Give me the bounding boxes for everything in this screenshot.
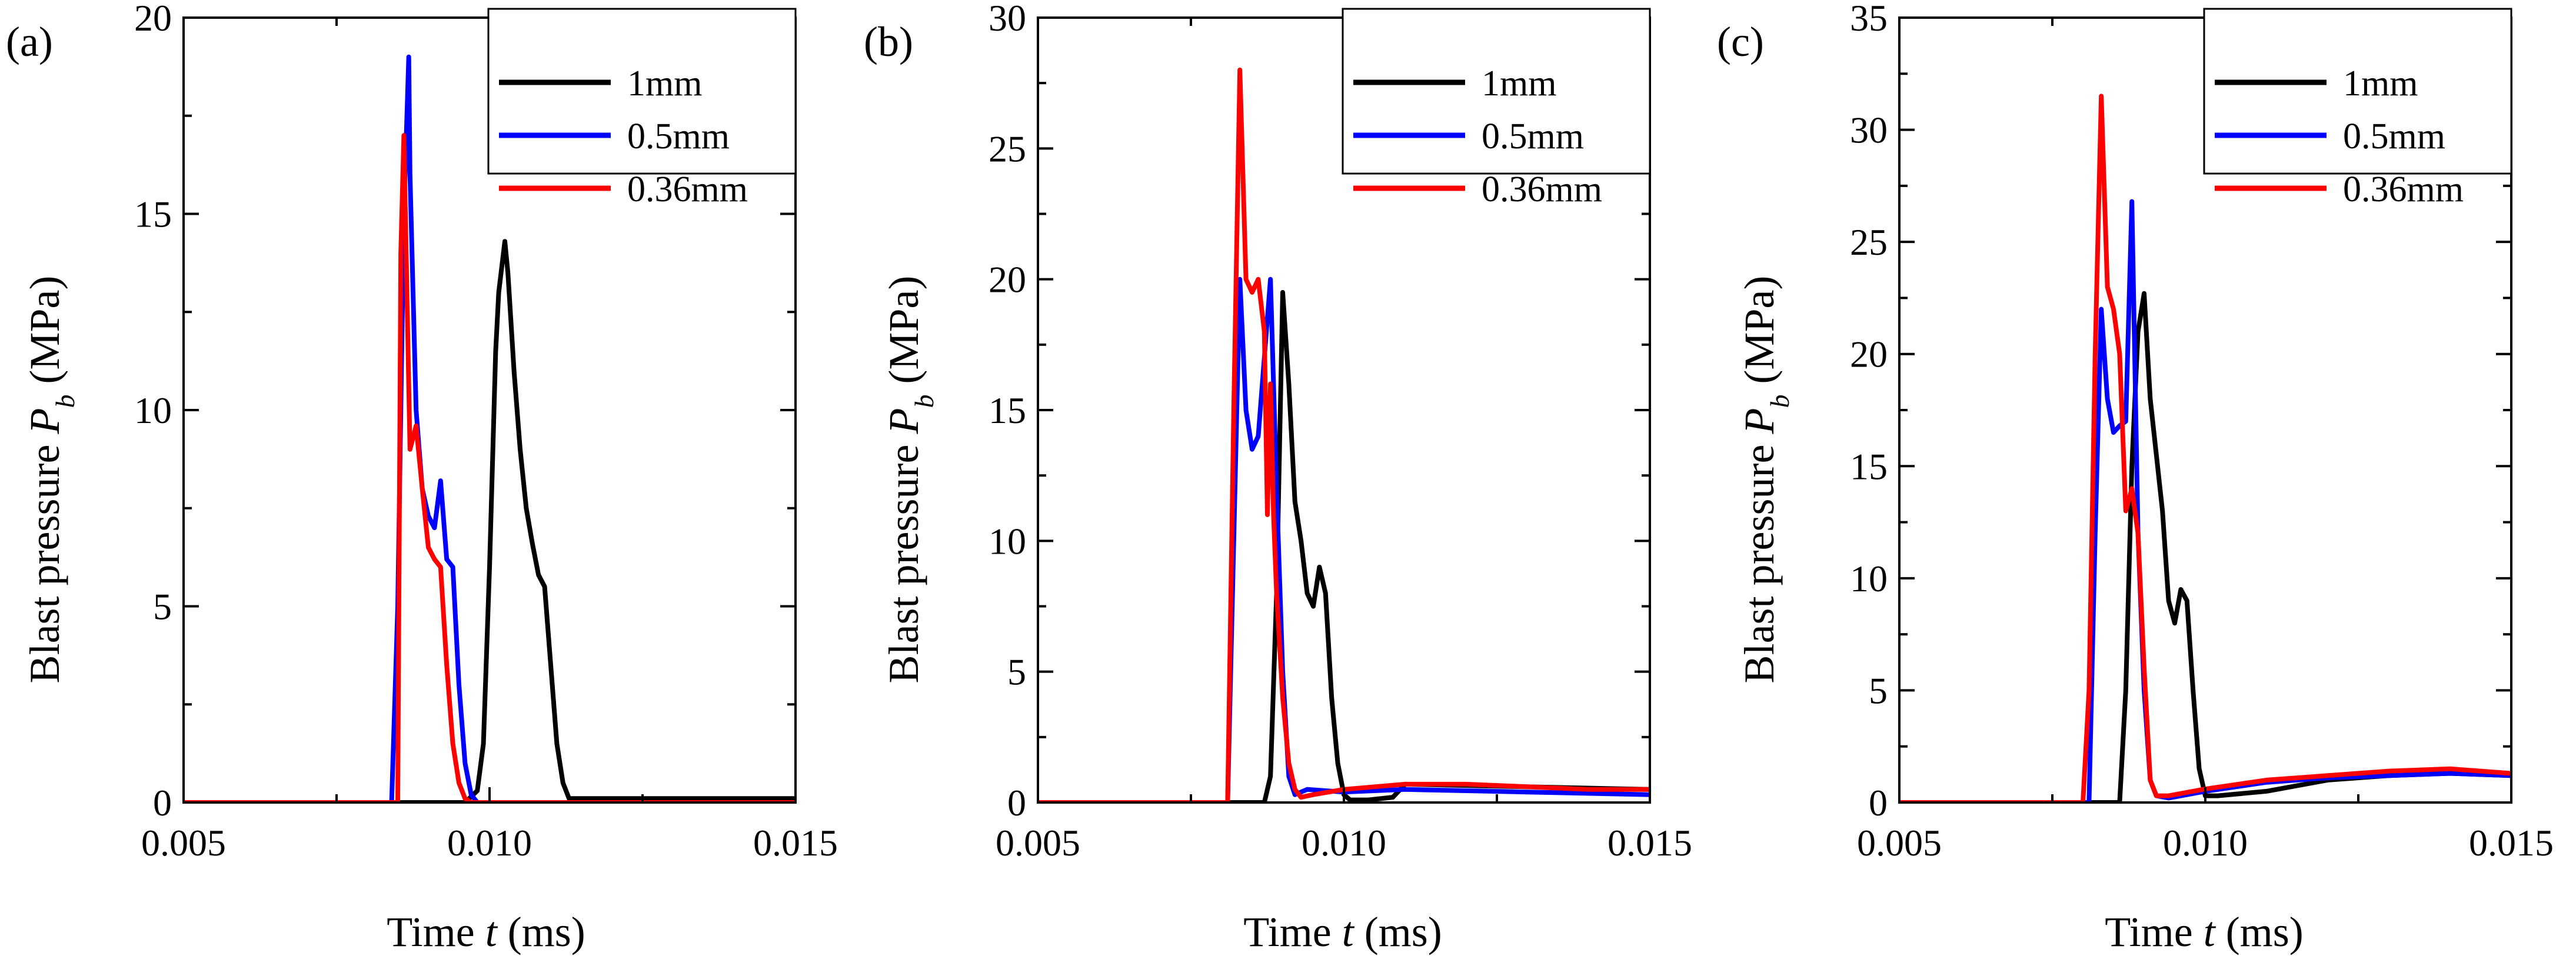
x-axis-title: Time t (ms) xyxy=(387,908,585,955)
legend: 1mm 0.5mm 0.36mm xyxy=(487,8,797,209)
x-tick-label: 0.010 xyxy=(1302,822,1386,864)
legend-label: 1mm xyxy=(2343,64,2418,104)
x-axis-title-var: t xyxy=(1342,908,1355,955)
y-tick-label: 20 xyxy=(134,0,172,39)
panel-label: (a) xyxy=(6,18,53,65)
series-line-0.36mm xyxy=(1899,94,2511,802)
y-axis-title-prefix: Blast pressure xyxy=(1736,434,1783,684)
panel-c: (c) Blast pressure Pb (MPa) Time t (ms) … xyxy=(1717,0,2554,955)
x-axis-title-unit: (ms) xyxy=(497,908,585,955)
y-axis-title: Blast pressure Pb (MPa) xyxy=(1736,276,1795,684)
y-tick-label: 0 xyxy=(1869,782,1888,824)
y-tick-label: 0 xyxy=(153,782,172,824)
x-axis-title-prefix: Time xyxy=(2105,908,2203,955)
legend-label: 0.36mm xyxy=(2343,169,2464,209)
x-axis-title-var: t xyxy=(485,908,498,955)
legend-entry-1mm: 1mm xyxy=(499,64,702,104)
legend-entry-1mm: 1mm xyxy=(2215,64,2418,104)
x-axis-title: Time t (ms) xyxy=(2105,908,2303,955)
plot-area: 0 5 10 15 20 25 30 35 0.005 0.010 0.015 xyxy=(1850,0,2554,864)
x-tick-label: 0.005 xyxy=(996,822,1080,864)
x-tick-label: 0.015 xyxy=(2469,822,2554,864)
y-tick-label: 20 xyxy=(1850,334,1888,375)
legend-entry-0.5mm: 0.5mm xyxy=(1353,116,1584,156)
y-tick-label: 15 xyxy=(989,389,1026,431)
legend-label: 1mm xyxy=(1482,64,1556,104)
y-axis-title-sub: b xyxy=(909,395,939,408)
legend-entry-0.36mm: 0.36mm xyxy=(2215,169,2464,209)
y-tick-label: 0 xyxy=(1007,782,1026,824)
legend-box xyxy=(487,8,797,175)
panel-b: (b) Blast pressure Pb (MPa) Time t (ms) … xyxy=(864,0,1692,955)
y-axis-title-var: P xyxy=(1736,408,1783,435)
legend-label: 0.36mm xyxy=(1482,169,1602,209)
y-axis-title-var: P xyxy=(21,408,68,435)
legend-entry-0.5mm: 0.5mm xyxy=(499,116,730,156)
x-axis-title-unit: (ms) xyxy=(1354,908,1442,955)
y-tick-label: 25 xyxy=(1850,221,1888,263)
y-axis-title-unit: (MPa) xyxy=(880,276,927,395)
y-tick-label: 25 xyxy=(989,128,1026,169)
y-axis-title-prefix: Blast pressure xyxy=(21,434,68,684)
legend-label: 0.5mm xyxy=(2343,116,2445,156)
legend-entry-0.5mm: 0.5mm xyxy=(2215,116,2445,156)
series-line-0.36mm xyxy=(1038,67,1650,802)
legend-label: 0.5mm xyxy=(1482,116,1584,156)
legend-label: 0.5mm xyxy=(627,116,730,156)
y-tick-label: 15 xyxy=(1850,445,1888,487)
y-tick-label: 10 xyxy=(1850,558,1888,600)
series-line-0.36mm xyxy=(184,133,796,802)
x-axis-title-prefix: Time xyxy=(387,908,485,955)
y-axis-title-sub: b xyxy=(50,395,80,408)
y-tick-label: 10 xyxy=(134,389,172,431)
y-axis-title: Blast pressure Pb (MPa) xyxy=(21,276,80,684)
y-tick-label: 20 xyxy=(989,259,1026,301)
legend-label: 0.36mm xyxy=(627,169,748,209)
panel-label: (c) xyxy=(1717,18,1764,65)
y-tick-label: 5 xyxy=(1007,651,1026,693)
legend-entry-1mm: 1mm xyxy=(1353,64,1556,104)
legend-box xyxy=(1342,8,1651,175)
x-tick-label: 0.015 xyxy=(753,822,838,864)
legend: 1mm 0.5mm 0.36mm xyxy=(1342,8,1651,209)
x-axis-title-var: t xyxy=(2204,908,2216,955)
y-axis-title-var: P xyxy=(880,408,927,435)
panel-a: (a) Blast pressure Pb (MPa) Time t (ms) … xyxy=(6,0,838,955)
legend-label: 1mm xyxy=(627,64,702,104)
x-tick-label: 0.005 xyxy=(1857,822,1942,864)
y-axis-title: Blast pressure Pb (MPa) xyxy=(880,276,939,684)
y-tick-label: 15 xyxy=(134,194,172,235)
y-tick-label: 30 xyxy=(1850,109,1888,151)
legend-entry-0.36mm: 0.36mm xyxy=(499,169,748,209)
legend-entry-0.36mm: 0.36mm xyxy=(1353,169,1602,209)
series-group xyxy=(1899,94,2511,802)
y-tick-label: 5 xyxy=(153,586,172,628)
series-line-1mm xyxy=(184,239,796,802)
x-tick-label: 0.015 xyxy=(1607,822,1692,864)
y-tick-label: 30 xyxy=(989,0,1026,39)
series-group xyxy=(184,54,796,802)
y-tick-label: 10 xyxy=(989,520,1026,562)
panel-label: (b) xyxy=(864,18,913,65)
x-tick-label: 0.010 xyxy=(2163,822,2248,864)
legend: 1mm 0.5mm 0.36mm xyxy=(2203,8,2512,209)
plot-area: 0 5 10 15 20 0.005 0.010 0.015 xyxy=(134,0,838,864)
y-tick-label: 5 xyxy=(1869,670,1888,711)
x-tick-label: 0.010 xyxy=(447,822,532,864)
y-tick-label: 35 xyxy=(1850,0,1888,39)
y-axis-title-sub: b xyxy=(1765,395,1795,408)
y-axis-title-unit: (MPa) xyxy=(1736,276,1783,395)
x-tick-label: 0.005 xyxy=(141,822,226,864)
x-axis-title: Time t (ms) xyxy=(1243,908,1442,955)
legend-box xyxy=(2203,8,2512,175)
x-axis-title-unit: (ms) xyxy=(2215,908,2304,955)
y-axis-title-unit: (MPa) xyxy=(21,276,68,395)
y-axis-title-prefix: Blast pressure xyxy=(880,434,927,684)
x-axis-title-prefix: Time xyxy=(1243,908,1342,955)
